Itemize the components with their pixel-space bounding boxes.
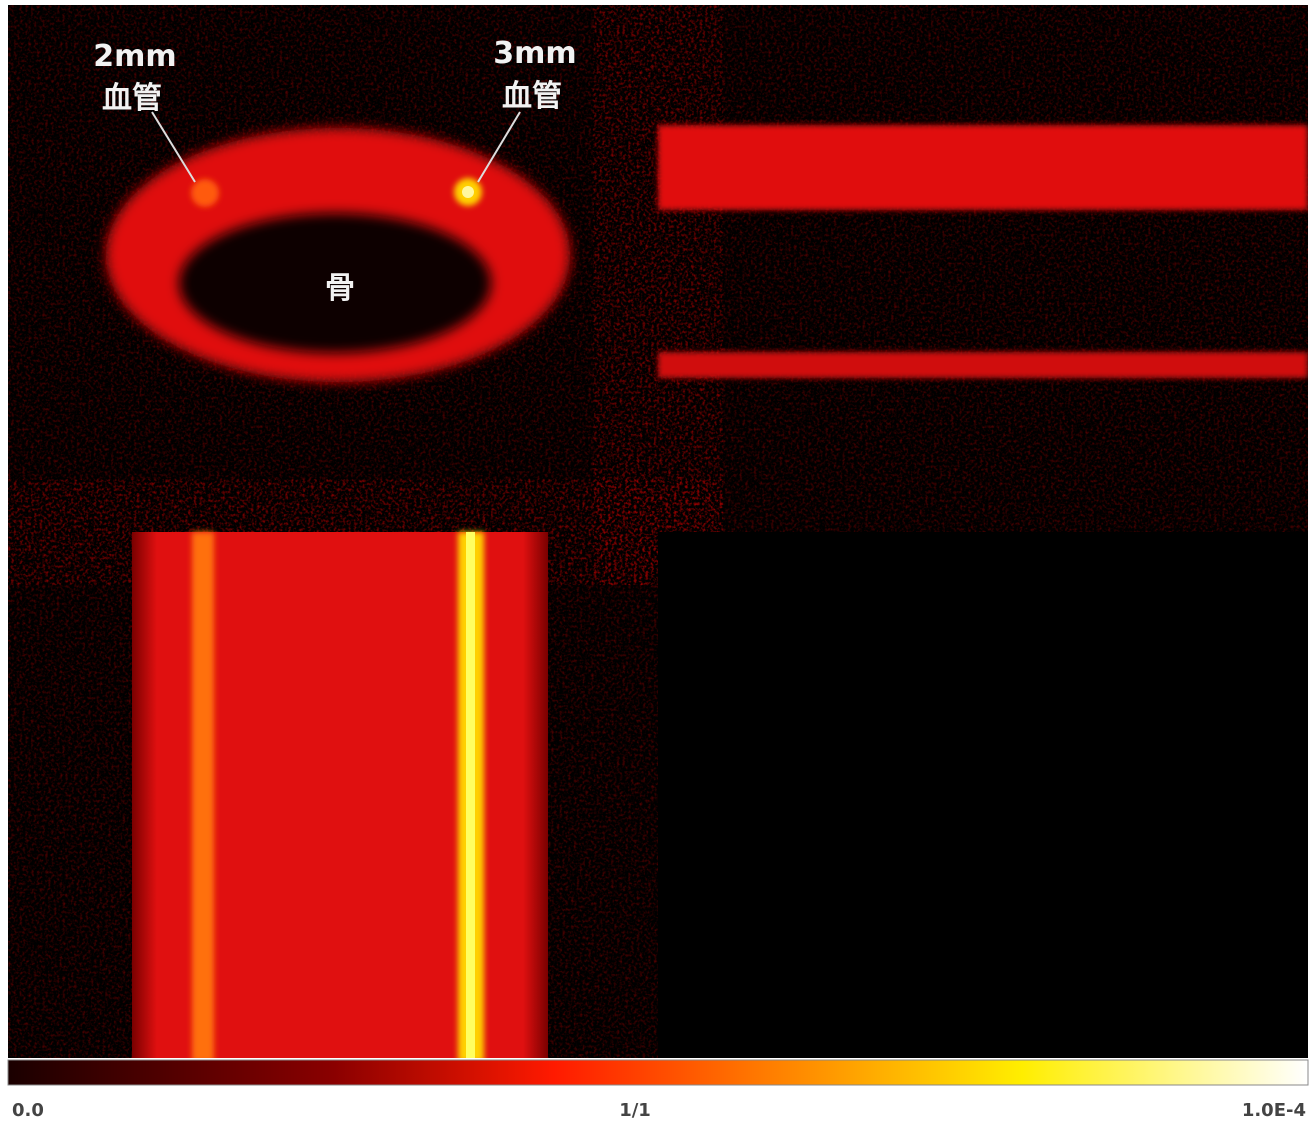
page: 2mm 血管 3mm 血管 骨 0.0 1/1 1.0E-4 (() => { … — [0, 0, 1315, 1122]
annotation-size: 2mm — [93, 39, 176, 74]
annotation-label: 骨 — [325, 271, 355, 306]
figure: 2mm 血管 3mm 血管 骨 0.0 1/1 1.0E-4 — [0, 0, 1315, 1122]
colorbar-label: 1.0E-4 — [1242, 1100, 1306, 1121]
scan-image — [8, 5, 1308, 1062]
annotation-label: 血管 — [502, 79, 562, 114]
colorbar — [8, 1060, 1308, 1085]
colorbar-label: 1/1 — [619, 1100, 651, 1121]
annotation-label: 血管 — [102, 81, 162, 116]
colorbar-label: 0.0 — [12, 1100, 44, 1121]
annotation-size: 3mm — [493, 36, 576, 71]
